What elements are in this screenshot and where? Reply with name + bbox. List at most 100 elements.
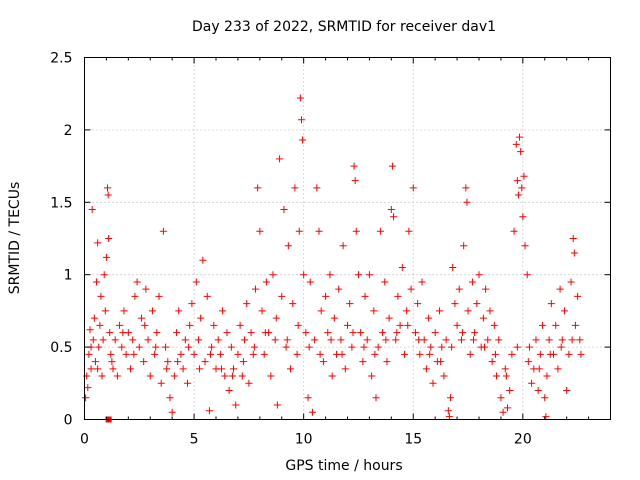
data-point xyxy=(414,300,422,308)
data-point xyxy=(261,329,269,337)
data-point xyxy=(382,336,390,344)
y-tick-label: 0.5 xyxy=(50,340,72,356)
data-point xyxy=(99,336,107,344)
data-point xyxy=(141,321,149,329)
y-tick-label: 2.5 xyxy=(50,51,72,67)
data-point xyxy=(87,365,95,373)
data-point xyxy=(186,321,194,329)
data-point xyxy=(91,358,99,366)
data-point xyxy=(517,148,525,156)
data-point xyxy=(170,372,178,380)
data-point xyxy=(438,343,446,351)
data-point xyxy=(291,184,299,192)
data-point xyxy=(239,358,247,366)
x-tick-label: 10 xyxy=(295,432,313,448)
data-point xyxy=(552,321,560,329)
data-point xyxy=(221,372,229,380)
data-point xyxy=(398,263,406,271)
data-point xyxy=(238,372,246,380)
data-point xyxy=(88,206,96,214)
data-point xyxy=(131,292,139,300)
data-point xyxy=(197,314,205,322)
data-point xyxy=(294,321,302,329)
data-point xyxy=(120,307,128,315)
data-point xyxy=(383,358,391,366)
data-point xyxy=(262,278,270,286)
data-point xyxy=(543,372,551,380)
data-point xyxy=(459,329,467,337)
data-point xyxy=(283,336,291,344)
data-point xyxy=(102,253,110,261)
data-point xyxy=(166,394,174,402)
data-point xyxy=(245,379,253,387)
data-point xyxy=(95,343,103,351)
data-point xyxy=(376,227,384,235)
data-point xyxy=(351,177,359,185)
data-point xyxy=(284,242,292,250)
data-point xyxy=(442,336,450,344)
data-point xyxy=(546,350,554,358)
data-point xyxy=(113,372,121,380)
data-point xyxy=(510,227,518,235)
data-point xyxy=(453,321,461,329)
data-point xyxy=(357,329,365,337)
data-point xyxy=(455,285,463,293)
data-point xyxy=(539,321,547,329)
data-point xyxy=(174,358,182,366)
data-point xyxy=(508,350,516,358)
data-point xyxy=(560,307,568,315)
data-point xyxy=(232,401,240,409)
data-point xyxy=(422,365,430,373)
data-point xyxy=(280,206,288,214)
data-point xyxy=(371,350,379,358)
data-point xyxy=(569,235,577,242)
data-point xyxy=(468,278,476,286)
data-point xyxy=(159,227,167,235)
data-point xyxy=(287,365,295,373)
data-point xyxy=(337,336,345,344)
data-point xyxy=(168,408,176,416)
data-point xyxy=(349,329,357,337)
data-point xyxy=(554,365,562,373)
data-point xyxy=(86,326,94,334)
data-point xyxy=(319,358,327,366)
data-point xyxy=(536,350,544,358)
data-point xyxy=(387,206,395,214)
data-point xyxy=(535,365,543,373)
data-point xyxy=(400,350,408,358)
data-point xyxy=(251,285,259,293)
x-axis-label: GPS time / hours xyxy=(285,458,402,474)
data-point xyxy=(185,343,193,351)
data-point xyxy=(491,350,499,358)
data-point xyxy=(327,336,335,344)
data-point xyxy=(223,329,231,337)
data-point xyxy=(464,307,472,315)
data-point xyxy=(93,278,101,286)
y-tick-label: 1.5 xyxy=(50,195,72,211)
data-point xyxy=(177,350,185,358)
data-point xyxy=(267,372,275,380)
data-point xyxy=(335,285,343,293)
data-point xyxy=(451,300,459,308)
data-point xyxy=(513,177,521,185)
data-point xyxy=(449,263,457,271)
x-tick-label: 20 xyxy=(514,432,532,448)
data-point xyxy=(574,292,582,300)
data-point xyxy=(568,336,576,344)
data-point xyxy=(155,292,163,300)
data-point xyxy=(436,307,444,315)
data-point xyxy=(94,365,102,373)
data-point xyxy=(518,184,526,192)
data-point xyxy=(372,394,380,402)
data-point xyxy=(104,191,112,199)
data-point xyxy=(503,404,511,412)
data-point xyxy=(228,372,236,380)
x-tick-label: 5 xyxy=(190,432,199,448)
data-point xyxy=(393,329,401,337)
data-point xyxy=(341,365,349,373)
data-point xyxy=(152,343,160,351)
data-point xyxy=(236,321,244,329)
data-point xyxy=(269,271,277,279)
data-point xyxy=(523,271,531,279)
data-point xyxy=(300,271,308,279)
